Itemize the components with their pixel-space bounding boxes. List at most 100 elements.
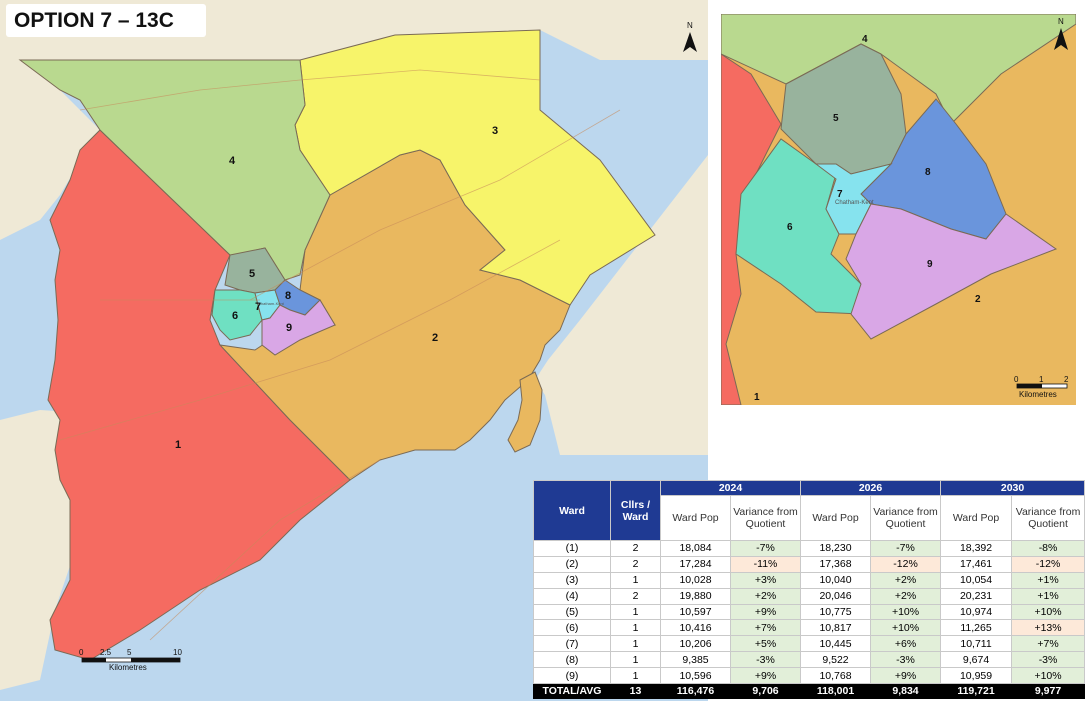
main-ward-labels: 1 2 3 4 5 6 7 8 9 <box>175 125 498 451</box>
cell-ward: (4) <box>533 587 611 605</box>
cell-var2030: +7% <box>1011 635 1086 653</box>
header-pop-2026: Ward Pop <box>800 495 872 541</box>
inset-ward-labels: 1 2 4 5 6 7 8 9 <box>754 34 981 403</box>
cell-pop2030: 10,711 <box>940 635 1013 653</box>
cell-ward: (6) <box>533 619 611 637</box>
cell-var2026: +2% <box>870 587 942 605</box>
cell-var2024: +9% <box>729 603 802 621</box>
inset-scale-tick-2: 2 <box>1064 375 1069 384</box>
page-title: OPTION 7 – 13C <box>6 4 206 37</box>
cell-cllrs: 2 <box>610 555 661 573</box>
cell-cllrs: 1 <box>610 651 661 668</box>
table-row: (6) 1 10,416 +7% 10,817 +10% 11,265 +13% <box>533 619 1086 637</box>
main-scale-bar: 0 2.5 5 10 Kilometres <box>79 648 182 672</box>
table-row: (1) 2 18,084 -7% 18,230 -7% 18,392 -8% <box>533 540 1086 557</box>
cell-pop2024: 10,416 <box>660 619 731 637</box>
total-cllrs: 13 <box>610 683 661 699</box>
cell-pop2030: 17,461 <box>940 555 1013 573</box>
table-body: (1) 2 18,084 -7% 18,230 -7% 18,392 -8% (2) 2 17,28… <box>533 540 1086 684</box>
table-row: (8) 1 9,385 -3% 9,522 -3% 9,674 -3% <box>533 651 1086 668</box>
table-row: (3) 1 10,028 +3% 10,040 +2% 10,054 +1% <box>533 571 1086 589</box>
total-avg-2024: 9,706 <box>729 683 802 699</box>
cell-cllrs: 1 <box>610 571 661 589</box>
ward-9-area <box>261 299 336 356</box>
ward-6-area <box>211 289 263 341</box>
main-label-ward-8: 8 <box>285 290 291 302</box>
cell-var2024: +2% <box>729 587 802 605</box>
table-row: (5) 1 10,597 +9% 10,775 +10% 10,974 +10% <box>533 603 1086 621</box>
cell-pop2030: 10,959 <box>940 667 1013 684</box>
cell-pop2024: 10,028 <box>660 571 731 589</box>
cell-ward: (8) <box>533 651 611 668</box>
cell-ward: (1) <box>533 540 611 557</box>
cell-var2026: +9% <box>870 667 942 684</box>
table-row: (9) 1 10,596 +9% 10,768 +9% 10,959 +10% <box>533 667 1086 684</box>
cell-var2030: -12% <box>1011 555 1086 573</box>
cell-var2024: -7% <box>729 540 802 557</box>
inset-ward-4-area <box>721 14 1076 125</box>
cell-pop2026: 10,817 <box>800 619 872 637</box>
inset-label-ward-1: 1 <box>754 392 760 403</box>
inset-label-ward-8: 8 <box>925 167 931 178</box>
cell-cllrs: 1 <box>610 635 661 653</box>
cell-pop2026: 10,775 <box>800 603 872 621</box>
cell-var2026: +2% <box>870 571 942 589</box>
inset-ward-map: 1 2 4 5 6 7 8 9 Chatham-Kent N 0 1 2 Kil… <box>721 14 1076 405</box>
inset-scale-tick-0: 0 <box>1014 375 1019 384</box>
cell-var2030: +1% <box>1011 587 1086 605</box>
cell-pop2024: 17,284 <box>660 555 731 573</box>
cell-pop2026: 20,046 <box>800 587 872 605</box>
main-label-ward-3: 3 <box>492 125 498 137</box>
cell-var2030: -8% <box>1011 540 1086 557</box>
cell-pop2024: 10,206 <box>660 635 731 653</box>
header-ward: Ward <box>533 480 611 541</box>
cell-pop2026: 9,522 <box>800 651 872 668</box>
header-year-2024: 2024 <box>659 480 802 496</box>
cell-var2030: +10% <box>1011 667 1086 684</box>
main-label-ward-2: 2 <box>432 332 438 344</box>
cell-pop2030: 10,054 <box>940 571 1013 589</box>
main-north-label: N <box>687 21 693 30</box>
cell-cllrs: 2 <box>610 540 661 557</box>
cell-pop2024: 18,084 <box>660 540 731 557</box>
total-pop-2024: 116,476 <box>660 683 731 699</box>
cell-var2024: +5% <box>729 635 802 653</box>
cell-pop2024: 9,385 <box>660 651 731 668</box>
total-pop-2030: 119,721 <box>940 683 1013 699</box>
cell-var2024: -3% <box>729 651 802 668</box>
inset-city-label: Chatham-Kent <box>835 200 874 206</box>
road-network <box>59 69 621 641</box>
cell-var2026: -12% <box>870 555 942 573</box>
land-west-bottom <box>0 410 72 690</box>
main-scale-tick-1: 2.5 <box>100 648 112 657</box>
main-city-label: Chatham-Kent <box>258 301 285 306</box>
cell-var2026: +10% <box>870 603 942 621</box>
cell-var2024: +3% <box>729 571 802 589</box>
cell-cllrs: 1 <box>610 603 661 621</box>
inset-label-ward-9: 9 <box>927 259 933 270</box>
inset-scale-bar: 0 1 2 Kilometres <box>1014 375 1069 399</box>
cell-var2026: +6% <box>870 635 942 653</box>
main-north-arrow: N <box>683 21 697 52</box>
main-label-ward-7: 7 <box>255 301 261 313</box>
inset-label-ward-5: 5 <box>833 113 839 124</box>
cell-pop2030: 11,265 <box>940 619 1013 637</box>
main-label-ward-9: 9 <box>286 322 292 334</box>
cell-var2024: +7% <box>729 619 802 637</box>
main-scale-tick-2: 5 <box>127 648 132 657</box>
cell-cllrs: 1 <box>610 667 661 684</box>
cell-pop2030: 9,674 <box>940 651 1013 668</box>
ward-population-table: Ward Cllrs / Ward 2024 2026 2030 Ward Po… <box>533 480 1086 699</box>
cell-var2030: +1% <box>1011 571 1086 589</box>
header-year-2026: 2026 <box>800 480 942 496</box>
cell-pop2030: 18,392 <box>940 540 1013 557</box>
total-pop-2026: 118,001 <box>800 683 872 699</box>
main-label-ward-5: 5 <box>249 268 255 280</box>
cell-var2026: -7% <box>870 540 942 557</box>
table-total-row: TOTAL/AVG 13 116,476 9,706 118,001 9,834… <box>533 683 1086 699</box>
main-ward-map: 1 2 3 4 5 6 7 8 9 Chatham-Kent N 0 2.5 5… <box>0 0 708 701</box>
inset-ward-9-area <box>845 203 1058 340</box>
cell-var2030: +10% <box>1011 603 1086 621</box>
header-var-2030: Variance from Quotient <box>1011 495 1086 541</box>
main-scale-unit: Kilometres <box>109 663 147 672</box>
